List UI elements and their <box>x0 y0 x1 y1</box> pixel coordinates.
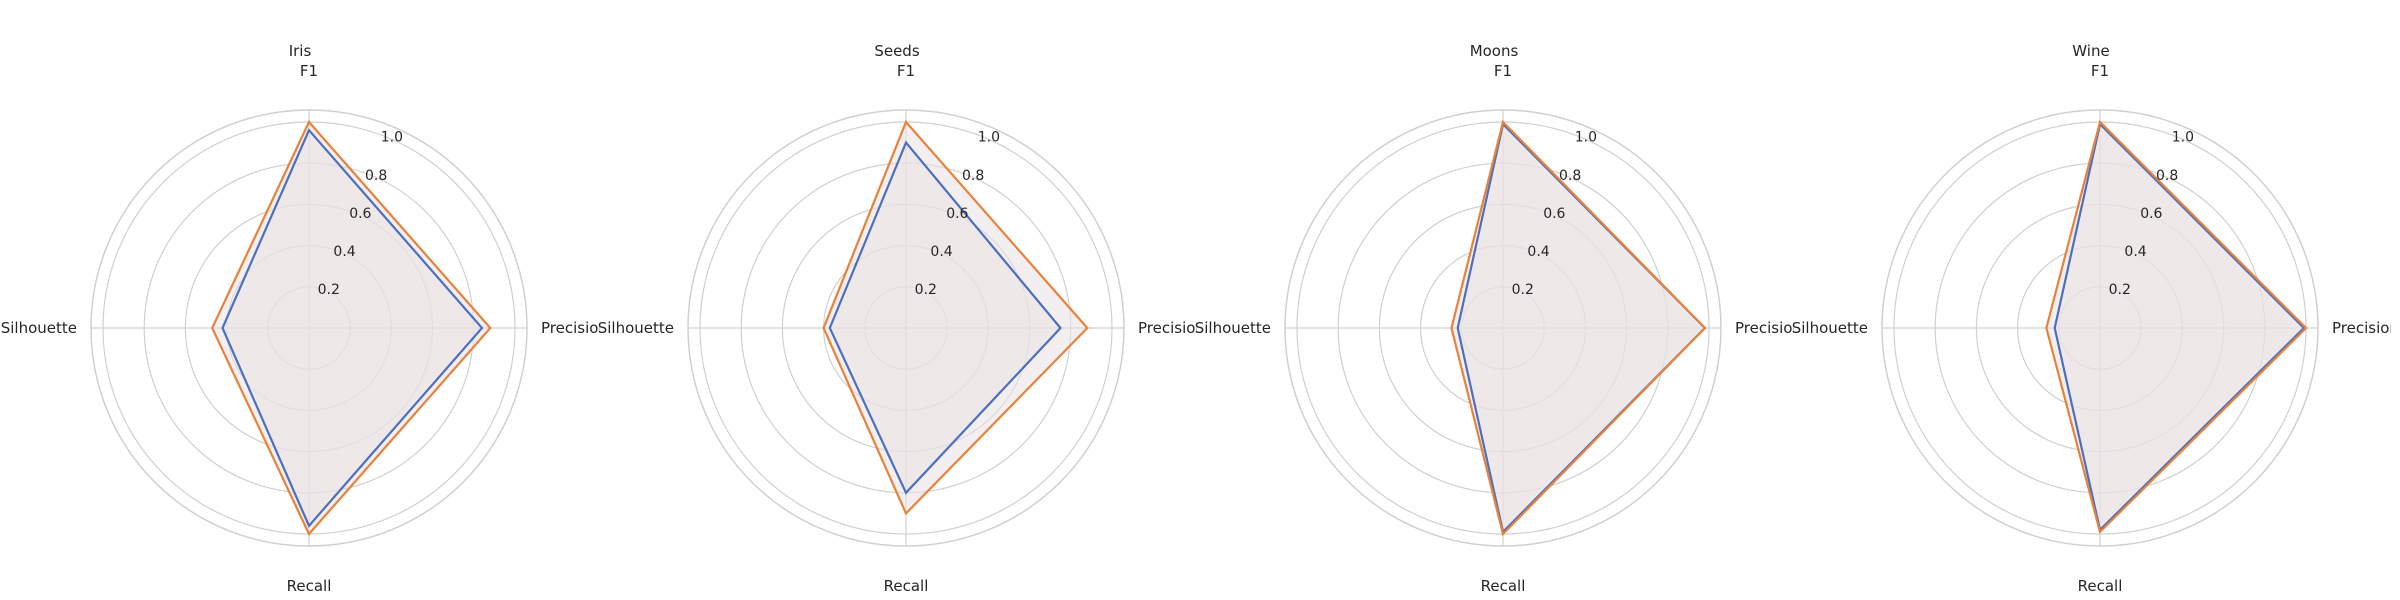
axis-label-f1: F1 <box>300 62 318 80</box>
radial-tick-label: 1.0 <box>381 130 403 146</box>
axis-label-silhouette: Silhouette <box>1792 319 1868 337</box>
radial-tick-label: 0.8 <box>1559 168 1581 184</box>
radial-tick-label: 0.2 <box>318 282 340 298</box>
panel-title: Iris <box>288 42 312 60</box>
series-line-0 <box>828 140 1062 495</box>
axis-label-silhouette: Silhouette <box>1 319 77 337</box>
radar-chart: 0.2 0.4 0.6 0.8 1.0 F1 Precision Recall Silhouet… <box>598 62 1197 595</box>
radial-tick-label: 0.4 <box>333 244 355 260</box>
axis-label-recall: Recall <box>1481 577 1526 595</box>
radial-tick-label: 0.4 <box>930 244 952 260</box>
radar-panel-wine: Wine 0.2 0.4 0.6 0.8 1.0 F1 Precision Recall Sil… <box>1791 0 2391 600</box>
series-area <box>222 130 482 526</box>
panel-title: Wine <box>2072 42 2110 60</box>
axis-label-f1: F1 <box>897 62 915 80</box>
radar-panel-iris: Iris 0.2 0.4 0.6 0.8 1.0 F1 Precision Recall Sil… <box>0 0 600 600</box>
panel-title: Seeds <box>874 42 920 60</box>
series-area <box>2054 124 2304 530</box>
axis-label-precision: Precision <box>2332 319 2391 337</box>
radial-tick-label: 1.0 <box>978 130 1000 146</box>
axis-label-recall: Recall <box>884 577 929 595</box>
series-area <box>1457 124 1705 532</box>
radar-chart: 0.2 0.4 0.6 0.8 1.0 F1 Precision Recall Silhouet… <box>1792 62 2391 595</box>
axis-label-precision: Precision <box>1138 319 1197 337</box>
axis-label-recall: Recall <box>287 577 332 595</box>
radial-tick-label: 0.6 <box>2140 206 2162 222</box>
radial-tick-label: 1.0 <box>1575 130 1597 146</box>
axis-label-f1: F1 <box>2091 62 2109 80</box>
radial-tick-label: 1.0 <box>2172 130 2194 146</box>
radial-tick-label: 0.2 <box>915 282 937 298</box>
radar-chart: 0.2 0.4 0.6 0.8 1.0 F1 Precision Recall Silhouet… <box>1195 62 1794 595</box>
series-area <box>829 142 1061 493</box>
radial-tick-label: 0.4 <box>1527 244 1549 260</box>
radial-tick-label: 0.2 <box>2109 282 2131 298</box>
axis-label-precision: Precision <box>1735 319 1794 337</box>
radar-panel-seeds: Seeds 0.2 0.4 0.6 0.8 1.0 F1 Precision Recall Si… <box>597 0 1197 600</box>
axis-label-f1: F1 <box>1494 62 1512 80</box>
axis-label-silhouette: Silhouette <box>1195 319 1271 337</box>
radial-tick-label: 0.8 <box>365 168 387 184</box>
series-line-1 <box>210 120 492 536</box>
radial-tick-label: 0.6 <box>946 206 968 222</box>
radial-tick-label: 0.2 <box>1512 282 1534 298</box>
radial-tick-label: 0.4 <box>2124 244 2146 260</box>
radar-panel-moons: Moons 0.2 0.4 0.6 0.8 1.0 F1 Precision Recall Si… <box>1194 0 1794 600</box>
series-line-1 <box>1450 119 1707 537</box>
radial-tick-label: 0.8 <box>962 168 984 184</box>
axis-label-precision: Precision <box>541 319 600 337</box>
axis-label-silhouette: Silhouette <box>598 319 674 337</box>
axis-label-recall: Recall <box>2078 577 2123 595</box>
radial-tick-label: 0.8 <box>2156 168 2178 184</box>
series-line-0 <box>221 128 484 528</box>
radar-chart: 0.2 0.4 0.6 0.8 1.0 F1 Precision Recall Silhouet… <box>1 62 600 595</box>
panel-title: Moons <box>1469 42 1519 60</box>
series-line-1 <box>822 119 1089 516</box>
radial-tick-label: 0.6 <box>1543 206 1565 222</box>
series-line-1 <box>2045 119 2308 535</box>
radial-tick-label: 0.6 <box>349 206 371 222</box>
